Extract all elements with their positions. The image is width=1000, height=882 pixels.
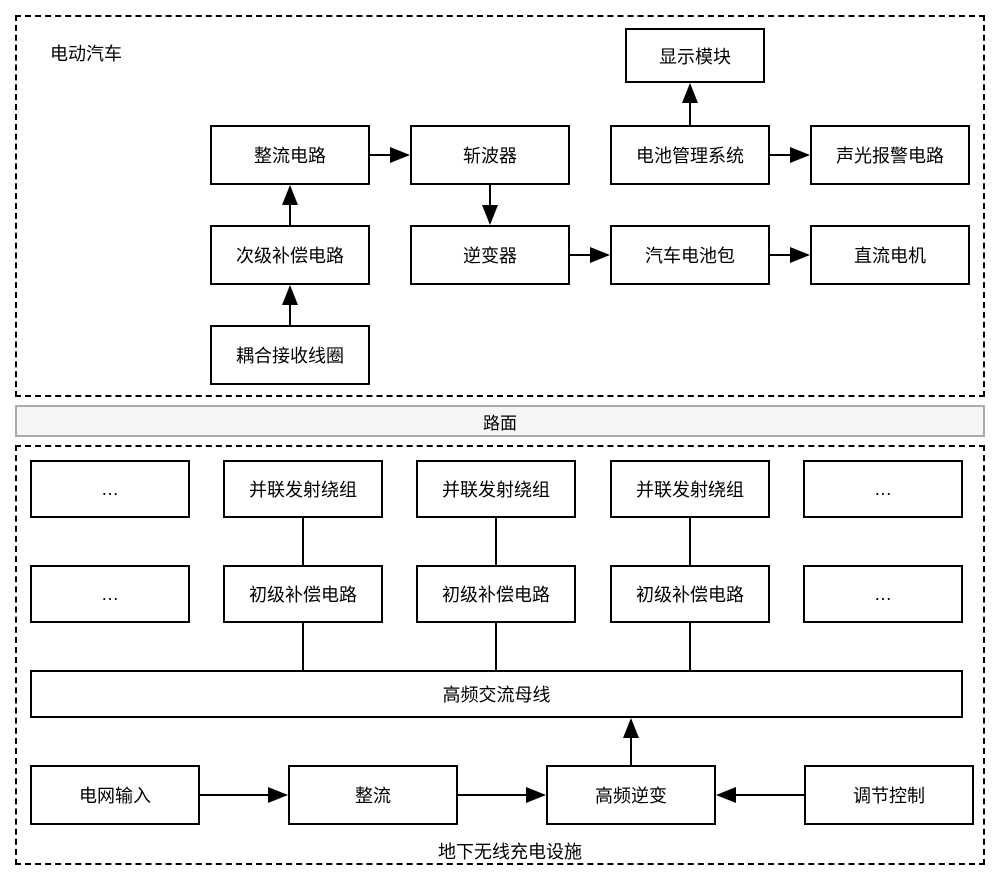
ellipsis-tx-right: … [803, 460, 963, 518]
chopper-block: 斩波器 [410, 125, 570, 185]
display-module-block: 显示模块 [625, 28, 765, 83]
motor-label: 直流电机 [854, 242, 926, 268]
ellipsis-label-1: … [101, 479, 119, 500]
hf-bus-block: 高频交流母线 [30, 670, 963, 718]
alarm-label: 声光报警电路 [836, 142, 944, 168]
primary-comp-3: 初级补偿电路 [610, 565, 770, 623]
tx-winding-2-label: 并联发射绕组 [442, 476, 550, 502]
alarm-block: 声光报警电路 [810, 125, 970, 185]
inverter-block: 逆变器 [410, 225, 570, 285]
underground-title: 地下无线充电设施 [410, 838, 610, 864]
coupling-coil-block: 耦合接收线圈 [210, 325, 370, 385]
secondary-comp-block: 次级补偿电路 [210, 225, 370, 285]
ellipsis-tx-left: … [30, 460, 190, 518]
primary-comp-3-label: 初级补偿电路 [636, 581, 744, 607]
ellipsis-label-4: … [874, 584, 892, 605]
chopper-label: 斩波器 [463, 142, 517, 168]
primary-comp-2-label: 初级补偿电路 [442, 581, 550, 607]
control-block: 调节控制 [804, 765, 974, 825]
hf-inverter-label: 高频逆变 [595, 782, 667, 808]
tx-winding-3: 并联发射绕组 [610, 460, 770, 518]
ellipsis-comp-right: … [803, 565, 963, 623]
ellipsis-comp-left: … [30, 565, 190, 623]
secondary-comp-label: 次级补偿电路 [236, 242, 344, 268]
ellipsis-label-2: … [874, 479, 892, 500]
primary-comp-2: 初级补偿电路 [416, 565, 576, 623]
display-module-label: 显示模块 [659, 43, 731, 69]
rectifier-label: 整流电路 [254, 142, 326, 168]
tx-winding-1-label: 并联发射绕组 [249, 476, 357, 502]
grid-input-block: 电网输入 [30, 765, 200, 825]
bms-block: 电池管理系统 [610, 125, 770, 185]
rectify-block: 整流 [288, 765, 458, 825]
rectifier-block: 整流电路 [210, 125, 370, 185]
road-surface-box: 路面 [15, 405, 985, 437]
road-surface-label: 路面 [483, 409, 517, 434]
grid-input-label: 电网输入 [79, 782, 151, 808]
coupling-coil-label: 耦合接收线圈 [236, 342, 344, 368]
tx-winding-1: 并联发射绕组 [223, 460, 383, 518]
tx-winding-3-label: 并联发射绕组 [636, 476, 744, 502]
ev-title: 电动汽车 [50, 40, 122, 66]
hf-bus-label: 高频交流母线 [443, 681, 551, 707]
diagram-container: 电动汽车 显示模块 整流电路 斩波器 电池管理系统 声光报警电路 次级补偿电路 … [10, 10, 990, 872]
hf-inverter-block: 高频逆变 [546, 765, 716, 825]
primary-comp-1-label: 初级补偿电路 [249, 581, 357, 607]
tx-winding-2: 并联发射绕组 [416, 460, 576, 518]
bms-label: 电池管理系统 [636, 142, 744, 168]
control-label: 调节控制 [853, 782, 925, 808]
motor-block: 直流电机 [810, 225, 970, 285]
ellipsis-label-3: … [101, 584, 119, 605]
ev-group-box [15, 15, 985, 397]
primary-comp-1: 初级补偿电路 [223, 565, 383, 623]
battery-block: 汽车电池包 [610, 225, 770, 285]
rectify-label: 整流 [355, 782, 391, 808]
inverter-label: 逆变器 [463, 242, 517, 268]
battery-label: 汽车电池包 [645, 242, 735, 268]
